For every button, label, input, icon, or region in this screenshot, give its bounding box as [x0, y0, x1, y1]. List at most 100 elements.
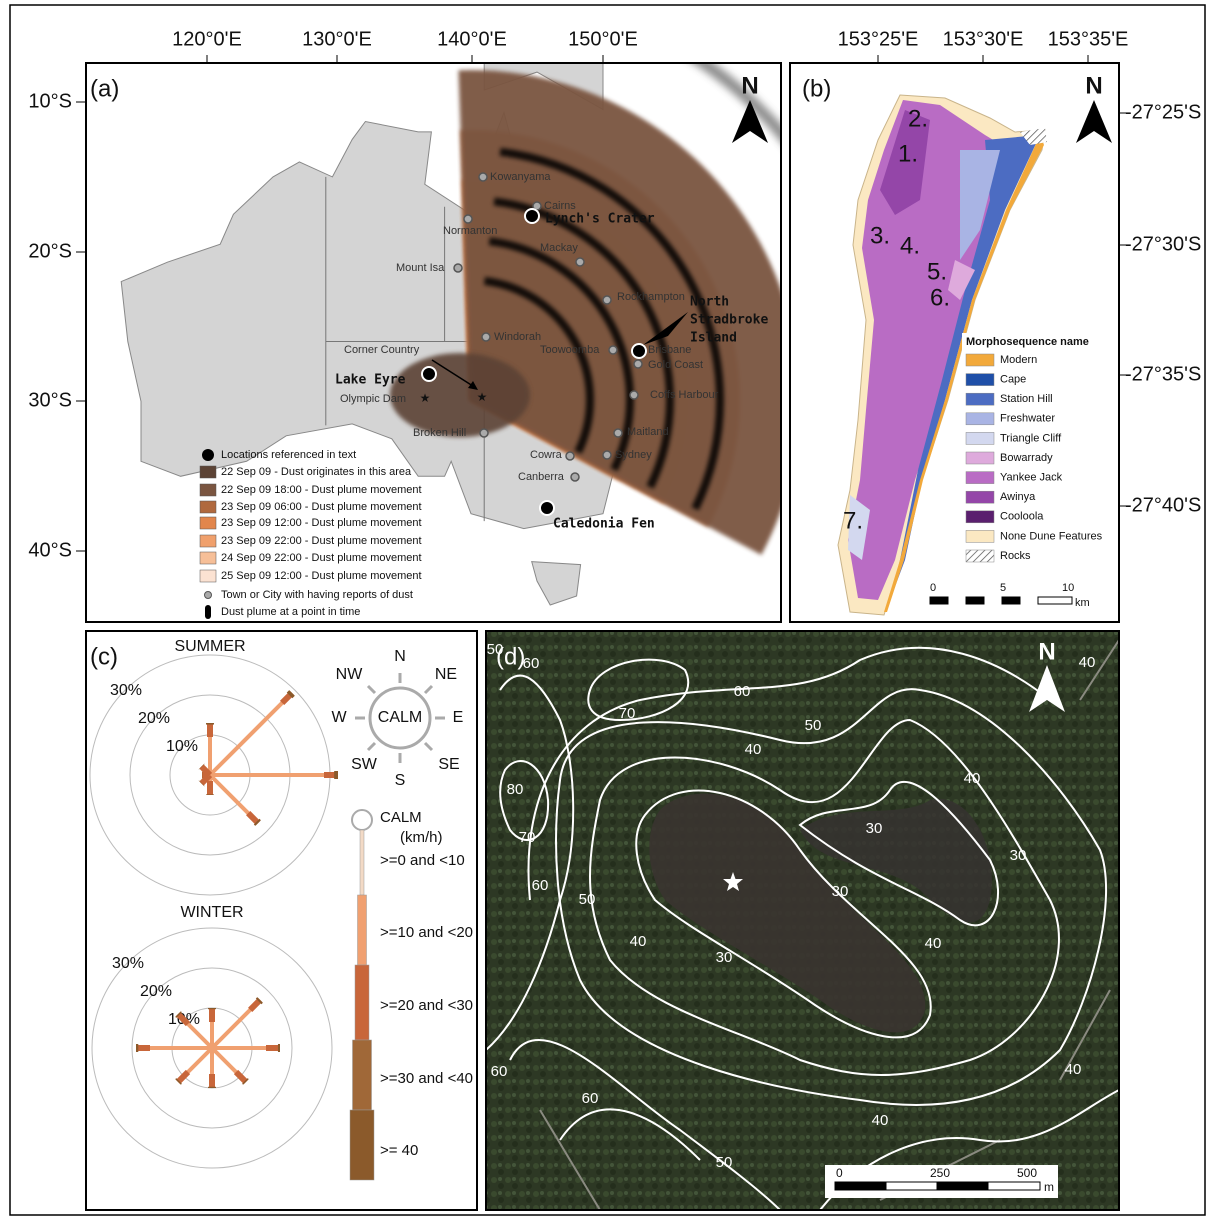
legend-swatch — [200, 501, 216, 513]
legend-label: Station Hill — [1000, 393, 1053, 405]
legend-town — [205, 592, 212, 599]
compass-label: SE — [438, 756, 459, 773]
site-label: Lynch's Crater — [545, 212, 655, 227]
town-marker — [480, 429, 488, 437]
contour-label: 70 — [519, 829, 536, 846]
legend-swatch — [200, 535, 216, 547]
lon-tick-label: 150°0'E — [568, 28, 638, 50]
rose-spoke-end — [259, 1000, 260, 1001]
lon-tick-label: 153°35'E — [1048, 28, 1129, 50]
legend-swatch — [200, 570, 216, 582]
town-marker — [482, 333, 490, 341]
town-marker — [603, 451, 611, 459]
legend-swatch — [966, 491, 994, 503]
region-label: Corner Country — [344, 344, 420, 356]
lat-tick-label: -27°30'S — [1125, 233, 1201, 255]
site-label: Stradbroke — [690, 313, 768, 328]
town-marker — [571, 473, 579, 481]
legend-label: 23 Sep 09 06:00 - Dust plume movement — [221, 501, 422, 513]
legend-label: Awinya — [1000, 491, 1036, 503]
contour-label: 70 — [619, 705, 636, 722]
legend-swatch — [966, 511, 994, 523]
town-label: Rockhampton — [617, 291, 685, 303]
ring-label: 30% — [110, 682, 142, 699]
rose-spoke-end — [178, 1014, 179, 1015]
legend-title: Morphosequence name — [966, 336, 1089, 348]
speed-swatch — [350, 1110, 374, 1180]
rose-title: SUMMER — [174, 638, 245, 655]
rose-spoke-end — [245, 1081, 246, 1082]
town-marker — [454, 264, 462, 272]
scale-label: 0 — [836, 1166, 843, 1180]
star: ★ — [477, 390, 488, 404]
legend-swatch — [200, 466, 216, 478]
contour-label: 60 — [734, 683, 751, 700]
legend-label: 23 Sep 09 12:00 - Dust plume movement — [221, 517, 422, 529]
ring-label: 30% — [112, 955, 144, 972]
legend-label: Triangle Cliff — [1000, 432, 1062, 444]
contour-label: 30 — [1010, 847, 1027, 864]
contour-label: 30 — [832, 883, 849, 900]
legend-calm — [352, 810, 372, 830]
lon-tick-label: 140°0'E — [437, 28, 507, 50]
speed-swatch — [353, 1040, 372, 1110]
panel-label: (c) — [90, 643, 118, 670]
legend-swatch — [200, 484, 216, 496]
legend-swatch — [966, 354, 994, 366]
rose-spoke-end — [290, 693, 292, 695]
scale-seg — [1038, 597, 1072, 604]
speed-swatch — [358, 895, 367, 965]
legend-swatch — [966, 530, 994, 542]
site-number: 1. — [898, 140, 918, 167]
legend-label: 22 Sep 09 18:00 - Dust plume movement — [221, 484, 422, 496]
town-marker — [464, 215, 472, 223]
ring-label: 10% — [166, 738, 198, 755]
legend-swatch — [200, 552, 216, 564]
town-marker — [566, 452, 574, 460]
lat-tick-label: 10°S — [28, 90, 72, 112]
north-label: N — [1085, 72, 1102, 99]
speed-label: >= 40 — [380, 1142, 418, 1159]
speed-label: >=0 and <10 — [380, 852, 465, 869]
scale-seg — [988, 1182, 1040, 1190]
legend-label: Locations referenced in text — [221, 449, 356, 461]
legend-swatch — [966, 550, 994, 562]
site-marker — [632, 344, 646, 358]
panel-label: (a) — [90, 75, 119, 102]
legend-label: 25 Sep 09 12:00 - Dust plume movement — [221, 570, 422, 582]
calm-label: CALM — [378, 709, 422, 726]
legend-swatch — [966, 413, 994, 425]
contour-label: 30 — [716, 949, 733, 966]
town-label: Canberra — [518, 471, 565, 483]
legend-unit: (km/h) — [400, 829, 443, 846]
legend-label: Rocks — [1000, 550, 1031, 562]
speed-label: >=30 and <40 — [380, 1070, 473, 1087]
legend-swatch — [966, 374, 994, 386]
speed-label: >=10 and <20 — [380, 924, 473, 941]
north-label: N — [741, 72, 758, 99]
lat-tick-label: 30°S — [28, 389, 72, 411]
contour-label: 30 — [866, 820, 883, 837]
ring-label: 20% — [140, 983, 172, 1000]
contour-label: 60 — [523, 655, 540, 672]
contour-label: 80 — [507, 781, 524, 798]
legend-swatch — [200, 517, 216, 529]
scale-unit: km — [1075, 597, 1090, 609]
site-label: North — [690, 295, 729, 310]
legend-label: Cooloola — [1000, 511, 1044, 523]
ring-label: 20% — [138, 710, 170, 727]
scale-seg — [886, 1182, 937, 1190]
scale-seg — [930, 597, 948, 604]
compass-label: E — [453, 709, 464, 726]
legend-label: Town or City with having reports of dust — [221, 589, 413, 601]
speed-swatch — [360, 830, 364, 895]
contour-label: 60 — [491, 1063, 508, 1080]
town-marker — [614, 429, 622, 437]
panel-label: (b) — [802, 75, 831, 102]
town-label: Kowanyama — [490, 171, 551, 183]
lon-tick-label: 153°25'E — [838, 28, 919, 50]
site-number: 6. — [930, 284, 950, 311]
scale-unit: m — [1044, 1180, 1054, 1194]
aerial-map — [486, 631, 1119, 1210]
town-marker — [634, 360, 642, 368]
